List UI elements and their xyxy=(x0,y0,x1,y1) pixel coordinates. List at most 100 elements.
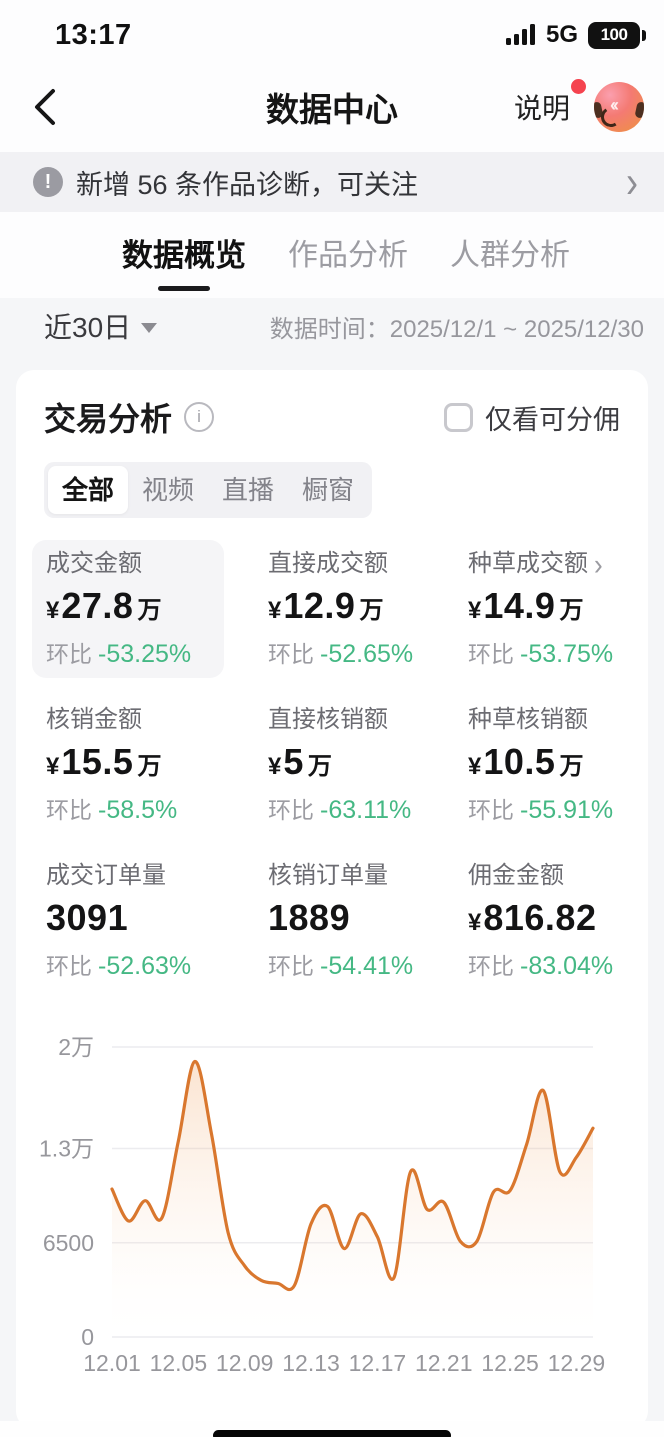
caret-down-icon xyxy=(141,322,158,333)
commission-filter-checkbox[interactable]: 仅看可分佣 xyxy=(444,398,620,437)
x-axis-tick: 12.25 xyxy=(481,1350,539,1376)
x-axis-tick: 12.05 xyxy=(150,1350,208,1376)
metric-label-text: 佣金金额 xyxy=(468,862,564,889)
segment-live[interactable]: 直播 xyxy=(221,475,274,505)
back-button[interactable] xyxy=(20,82,70,132)
metric-number: 14.9 xyxy=(483,585,556,626)
metric-value: ¥10.5 万 xyxy=(468,740,632,792)
metric-value: ¥15.5 万 xyxy=(46,740,236,792)
tab-data-overview[interactable]: 数据概览 xyxy=(122,236,246,276)
segment-all[interactable]: 全部 xyxy=(48,466,128,514)
metric-change: -83.04% xyxy=(520,952,614,980)
y-axis-tick: 2万 xyxy=(58,1034,94,1060)
segment-video[interactable]: 视频 xyxy=(141,475,194,505)
unit-label: 万 xyxy=(137,753,162,780)
metric-compare-label: 环比 xyxy=(468,641,514,667)
top-zone: 13:17 5G 100 数据中心 xyxy=(0,0,664,152)
metric-compare-label: 环比 xyxy=(268,797,314,823)
metric-value: 1889 xyxy=(268,896,436,948)
segment-showcase[interactable]: 橱窗 xyxy=(301,475,354,505)
headset-mic-icon xyxy=(599,105,623,129)
x-axis-tick: 12.01 xyxy=(83,1350,141,1376)
signal-icon xyxy=(505,24,535,45)
metric-label: 核销订单量 xyxy=(268,862,436,890)
unit-label: 万 xyxy=(137,597,162,624)
metric-cell[interactable]: 直接核销额 ¥5 万环比 -63.11% xyxy=(236,696,436,834)
home-indicator[interactable] xyxy=(213,1430,451,1437)
currency-symbol: ¥ xyxy=(46,753,60,780)
card-title-wrap: 交易分析 i xyxy=(44,394,215,440)
metric-cell[interactable]: 核销订单量 1889 环比 -54.41% xyxy=(236,852,436,990)
metric-compare-label: 环比 xyxy=(468,797,514,823)
alert-icon: ! xyxy=(33,167,63,197)
currency-symbol: ¥ xyxy=(46,597,60,624)
metric-cell[interactable]: 种草成交额 › ¥14.9 万环比 -53.75% xyxy=(436,540,632,678)
diagnosis-banner[interactable]: ! 新增 56 条作品诊断，可关注 › xyxy=(0,152,664,212)
help-button[interactable]: 说明 xyxy=(514,79,586,127)
metric-value: ¥27.8 万 xyxy=(46,584,224,636)
metric-label: 成交订单量 xyxy=(46,862,236,890)
card-header: 交易分析 i 仅看可分佣 xyxy=(16,394,648,440)
metric-compare: 环比 -53.75% xyxy=(468,640,632,668)
metric-label: 种草成交额 › xyxy=(468,549,632,579)
tab-bar: 数据概览 作品分析 人群分析 xyxy=(0,212,664,298)
metric-number: 12.9 xyxy=(283,585,356,626)
battery-icon: 100 xyxy=(588,21,646,49)
metric-cell[interactable]: 种草核销额 ¥10.5 万环比 -55.91% xyxy=(436,696,632,834)
card-title: 交易分析 xyxy=(44,401,173,437)
metric-label: 种草核销额 xyxy=(468,706,632,734)
currency-symbol: ¥ xyxy=(468,909,482,936)
metric-label: 成交金额 xyxy=(46,550,224,578)
info-circle-icon[interactable]: i xyxy=(184,402,215,432)
metric-change: -52.63% xyxy=(98,952,192,980)
metric-value: ¥5 万 xyxy=(268,740,436,792)
metric-label: 直接核销额 xyxy=(268,706,436,734)
unit-label: 万 xyxy=(307,753,332,780)
metric-label-text: 核销金额 xyxy=(46,706,142,733)
metric-number: 3091 xyxy=(46,897,129,938)
x-axis-tick: 12.29 xyxy=(548,1350,606,1376)
nav-right: 说明 ‹‹ xyxy=(514,79,644,132)
y-axis-tick: 6500 xyxy=(43,1230,94,1256)
metric-cell[interactable]: 成交金额 ¥27.8 万环比 -53.25% xyxy=(32,540,224,678)
tab-content-analysis[interactable]: 作品分析 xyxy=(288,239,408,272)
date-filter-row: 近30日 数据时间：2025/12/1 ~ 2025/12/30 xyxy=(0,298,664,354)
trend-svg: 0 6500 1.3万 2万 12.01 12.05 12.09 12.13 12.17 12.2… xyxy=(39,1034,606,1376)
metric-value: ¥816.82 xyxy=(468,896,632,948)
metric-change: -55.91% xyxy=(520,796,614,824)
notification-dot xyxy=(571,79,586,94)
metric-value: ¥12.9 万 xyxy=(268,584,436,636)
chevron-left-icon xyxy=(35,89,55,125)
chevron-right-icon: › xyxy=(626,155,638,207)
metric-cell[interactable]: 直接成交额 ¥12.9 万环比 -52.65% xyxy=(236,540,436,678)
date-range-label: 近30日 xyxy=(44,312,132,343)
metric-label-text: 成交金额 xyxy=(46,550,142,577)
metric-number: 10.5 xyxy=(483,741,556,782)
unit-label: 万 xyxy=(559,597,584,624)
status-icons: 5G 100 xyxy=(505,21,646,49)
currency-symbol: ¥ xyxy=(268,597,282,624)
trend-area xyxy=(112,1061,593,1337)
metric-number: 5 xyxy=(283,741,304,782)
metric-cell[interactable]: 佣金金额 ¥816.82 环比 -83.04% xyxy=(436,852,632,990)
metric-cell[interactable]: 核销金额 ¥15.5 万环比 -58.5% xyxy=(32,696,236,834)
unit-label: 万 xyxy=(359,597,384,624)
metric-value: ¥14.9 万 xyxy=(468,584,632,636)
metric-label-text: 种草成交额 xyxy=(468,550,588,577)
metrics-grid: 成交金额 ¥27.8 万环比 -53.25% 直接成交额 ¥12.9 万环比 -52.65% 种… xyxy=(32,540,632,990)
y-axis-tick: 1.3万 xyxy=(39,1136,94,1162)
metric-compare: 环比 -55.91% xyxy=(468,796,632,824)
date-range-selector[interactable]: 近30日 xyxy=(44,306,158,346)
tab-audience-analysis[interactable]: 人群分析 xyxy=(450,239,570,272)
metric-compare: 环比 -53.25% xyxy=(46,640,224,668)
metric-cell[interactable]: 成交订单量 3091 环比 -52.63% xyxy=(32,852,236,990)
metric-label-text: 直接核销额 xyxy=(268,706,388,733)
x-axis-tick: 12.13 xyxy=(282,1350,340,1376)
avatar[interactable]: ‹‹ xyxy=(594,82,644,132)
nav-bar: 数据中心 说明 ‹‹ xyxy=(0,62,664,152)
metric-compare: 环比 -54.41% xyxy=(268,952,436,980)
data-time-label: 数据时间：2025/12/1 ~ 2025/12/30 xyxy=(269,315,644,343)
metric-compare: 环比 -63.11% xyxy=(268,796,436,824)
metric-label: 核销金额 xyxy=(46,706,236,734)
metric-compare-label: 环比 xyxy=(268,953,314,979)
